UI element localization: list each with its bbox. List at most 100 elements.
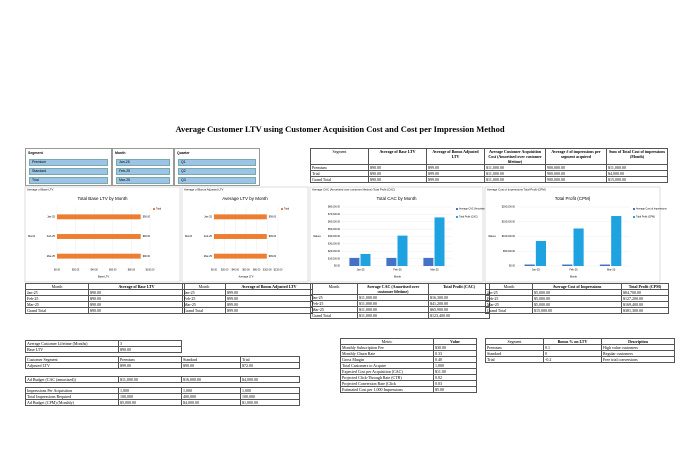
slicer-item[interactable]: Premium xyxy=(29,158,108,166)
table-cell: Grand Total xyxy=(310,312,358,319)
bar xyxy=(214,253,267,259)
y-tick-label: $0.00 xyxy=(509,265,516,268)
slicer-item[interactable]: Trial xyxy=(29,176,108,184)
legend-swatch xyxy=(456,216,458,218)
table-cell: $90.00 xyxy=(88,307,185,314)
y-tick-label: $0.00 xyxy=(334,265,341,268)
table: Metric Value Monthly Subscription Fee $30.0… xyxy=(340,338,477,393)
table: Segment Average of Base LTV Average of Bon… xyxy=(310,148,668,183)
x-tick-label: $20.00 xyxy=(221,269,229,272)
table-cell: Average # of impressions per segment acq… xyxy=(545,148,607,165)
table-row: Ad Budget (CAC (amortised)) $11,000.00 $16… xyxy=(25,376,300,383)
bar xyxy=(349,257,360,266)
slicer-item[interactable]: Standard xyxy=(29,167,108,175)
table-cell: $4,000.00 xyxy=(181,399,241,406)
legend-swatch xyxy=(456,208,458,210)
y-tick-label: $40,000.00 xyxy=(328,235,341,238)
y-tick-label: $100,000.00 xyxy=(502,235,516,238)
y-tick-label: $150,000.00 xyxy=(502,220,516,223)
x-tick-label: $40.00 xyxy=(91,269,99,272)
x-tick-label: $120.00 xyxy=(274,269,283,272)
table-cell: Average CAC (Amortised over customer lif… xyxy=(357,283,429,295)
legend-label: Total Profit (CAC) xyxy=(459,216,478,219)
bar xyxy=(57,253,141,259)
chart-label: Average Cost of Impressions Total Profit… xyxy=(487,188,546,192)
table-cell: Adjusted LTV xyxy=(25,362,119,369)
table-cell: Ad Budget (CAC (amortised)) xyxy=(25,376,119,383)
table-row: Grand Total $11,000.00 $123,400.00 xyxy=(310,312,490,319)
x-axis-title: Month xyxy=(570,275,578,279)
x-axis-title: Base LTV xyxy=(98,275,109,279)
y-tick-label: $60,000.00 xyxy=(328,220,341,223)
chart-title: Total Base LTV by Month xyxy=(78,196,128,201)
table: Segment Bonus % on LTV Description Premium 0… xyxy=(485,338,675,363)
y-tick-label: Jan-25 xyxy=(204,215,212,219)
legend-swatch xyxy=(633,208,635,210)
table-cell: $99.00 xyxy=(426,176,485,183)
bar xyxy=(214,234,267,239)
table-row: Adjusted LTV $99.00 $90.00 $72.00 xyxy=(25,362,300,369)
table-cell: Grand Total xyxy=(182,307,226,314)
data-label: $90.00 xyxy=(143,235,151,238)
table-cell: Estimated Cost per 1,000 Impressions xyxy=(340,386,434,393)
x-tick-label: $0.00 xyxy=(54,269,61,272)
table-cell: $5,000.00 xyxy=(118,399,182,406)
slicer-item[interactable]: Mar-25 xyxy=(116,176,170,184)
chart-frame xyxy=(309,186,484,283)
table-row: Grand Total $15,000.00 $381,300.00 xyxy=(485,307,669,314)
table: Impressions Per Acquisition 1,000 1,000 1,0… xyxy=(25,387,300,406)
slicer: Month Jan-25 Feb-25 Mar-25 xyxy=(112,148,174,186)
y-tick-label: $30,000.00 xyxy=(328,243,341,246)
page-title: Average Customer LTV using Customer Acqu… xyxy=(175,124,505,134)
chart-title: Total CAC by Month xyxy=(376,196,417,201)
slicer-item[interactable]: Q2 xyxy=(178,167,256,175)
bar xyxy=(57,214,141,220)
x-axis-title: Month xyxy=(394,275,402,279)
bar xyxy=(562,264,573,266)
table-cell: $123,400.00 xyxy=(428,312,490,319)
y-axis-title: Month xyxy=(28,234,36,238)
data-label: $99.00 xyxy=(269,235,277,238)
chart-title: Total Profit (CPM) xyxy=(555,196,591,201)
legend-label: Total xyxy=(156,208,162,211)
legend-label: Total Profit (CPM) xyxy=(636,216,655,219)
bar xyxy=(360,253,371,266)
slicer-item[interactable]: Jan-25 xyxy=(116,158,170,166)
table-cell: $15,000.00 xyxy=(532,307,622,314)
table-row: Grand Total $90.00 $99.00 $11,000.00 900,000… xyxy=(310,176,668,183)
slicer-item[interactable]: Q1 xyxy=(178,158,256,166)
table-cell: Free trial conversions xyxy=(601,356,675,363)
y-tick-label: Feb-25 xyxy=(204,234,213,238)
x-tick-label: $0.00 xyxy=(211,269,218,272)
slicer: Segment Premium Standard Trial xyxy=(25,148,112,186)
table-cell: $99.00 xyxy=(225,307,313,314)
table: Month Average Cost of Impressions Total Pr… xyxy=(485,283,669,314)
table: Month Average of Bonus Adjusted LTV Jan-25… xyxy=(182,283,313,314)
table-cell: Ad Budget (CPM) (Monthly) xyxy=(25,399,119,406)
x-axis-title: Average LTV xyxy=(239,275,254,279)
table-cell: $381,300.00 xyxy=(621,307,669,314)
x-tick-label: Mar-25 xyxy=(430,268,439,272)
x-tick-label: $80.00 xyxy=(253,269,261,272)
slicer: Quarter Q1 Q2 Q3 xyxy=(174,148,260,186)
slicer-title: Month xyxy=(115,151,126,155)
table-cell: $5.00 xyxy=(433,386,477,393)
table-row: Month Average Cost of Impressions Total Pr… xyxy=(485,283,669,290)
table-cell: $99.00 xyxy=(118,362,182,369)
bar xyxy=(423,257,434,266)
bar xyxy=(535,241,547,266)
y-axis-title: Values xyxy=(313,234,321,238)
bar xyxy=(214,214,267,220)
table-cell: Trial xyxy=(485,356,544,363)
x-tick-label: $60.00 xyxy=(242,269,250,272)
table-row: Base LTV $90.00 xyxy=(25,346,182,353)
slicer-item[interactable]: Feb-25 xyxy=(116,167,170,175)
chart-frame xyxy=(484,186,661,283)
legend-swatch xyxy=(633,216,635,218)
table-cell: Sum of Total Cost of impressions (Month) xyxy=(606,148,668,165)
slicer-item[interactable]: Q3 xyxy=(178,176,256,184)
bar xyxy=(599,264,611,266)
table-cell: $15,000.00 xyxy=(606,176,668,183)
table-row: Segment Average of Base LTV Average of Bon… xyxy=(310,148,668,165)
